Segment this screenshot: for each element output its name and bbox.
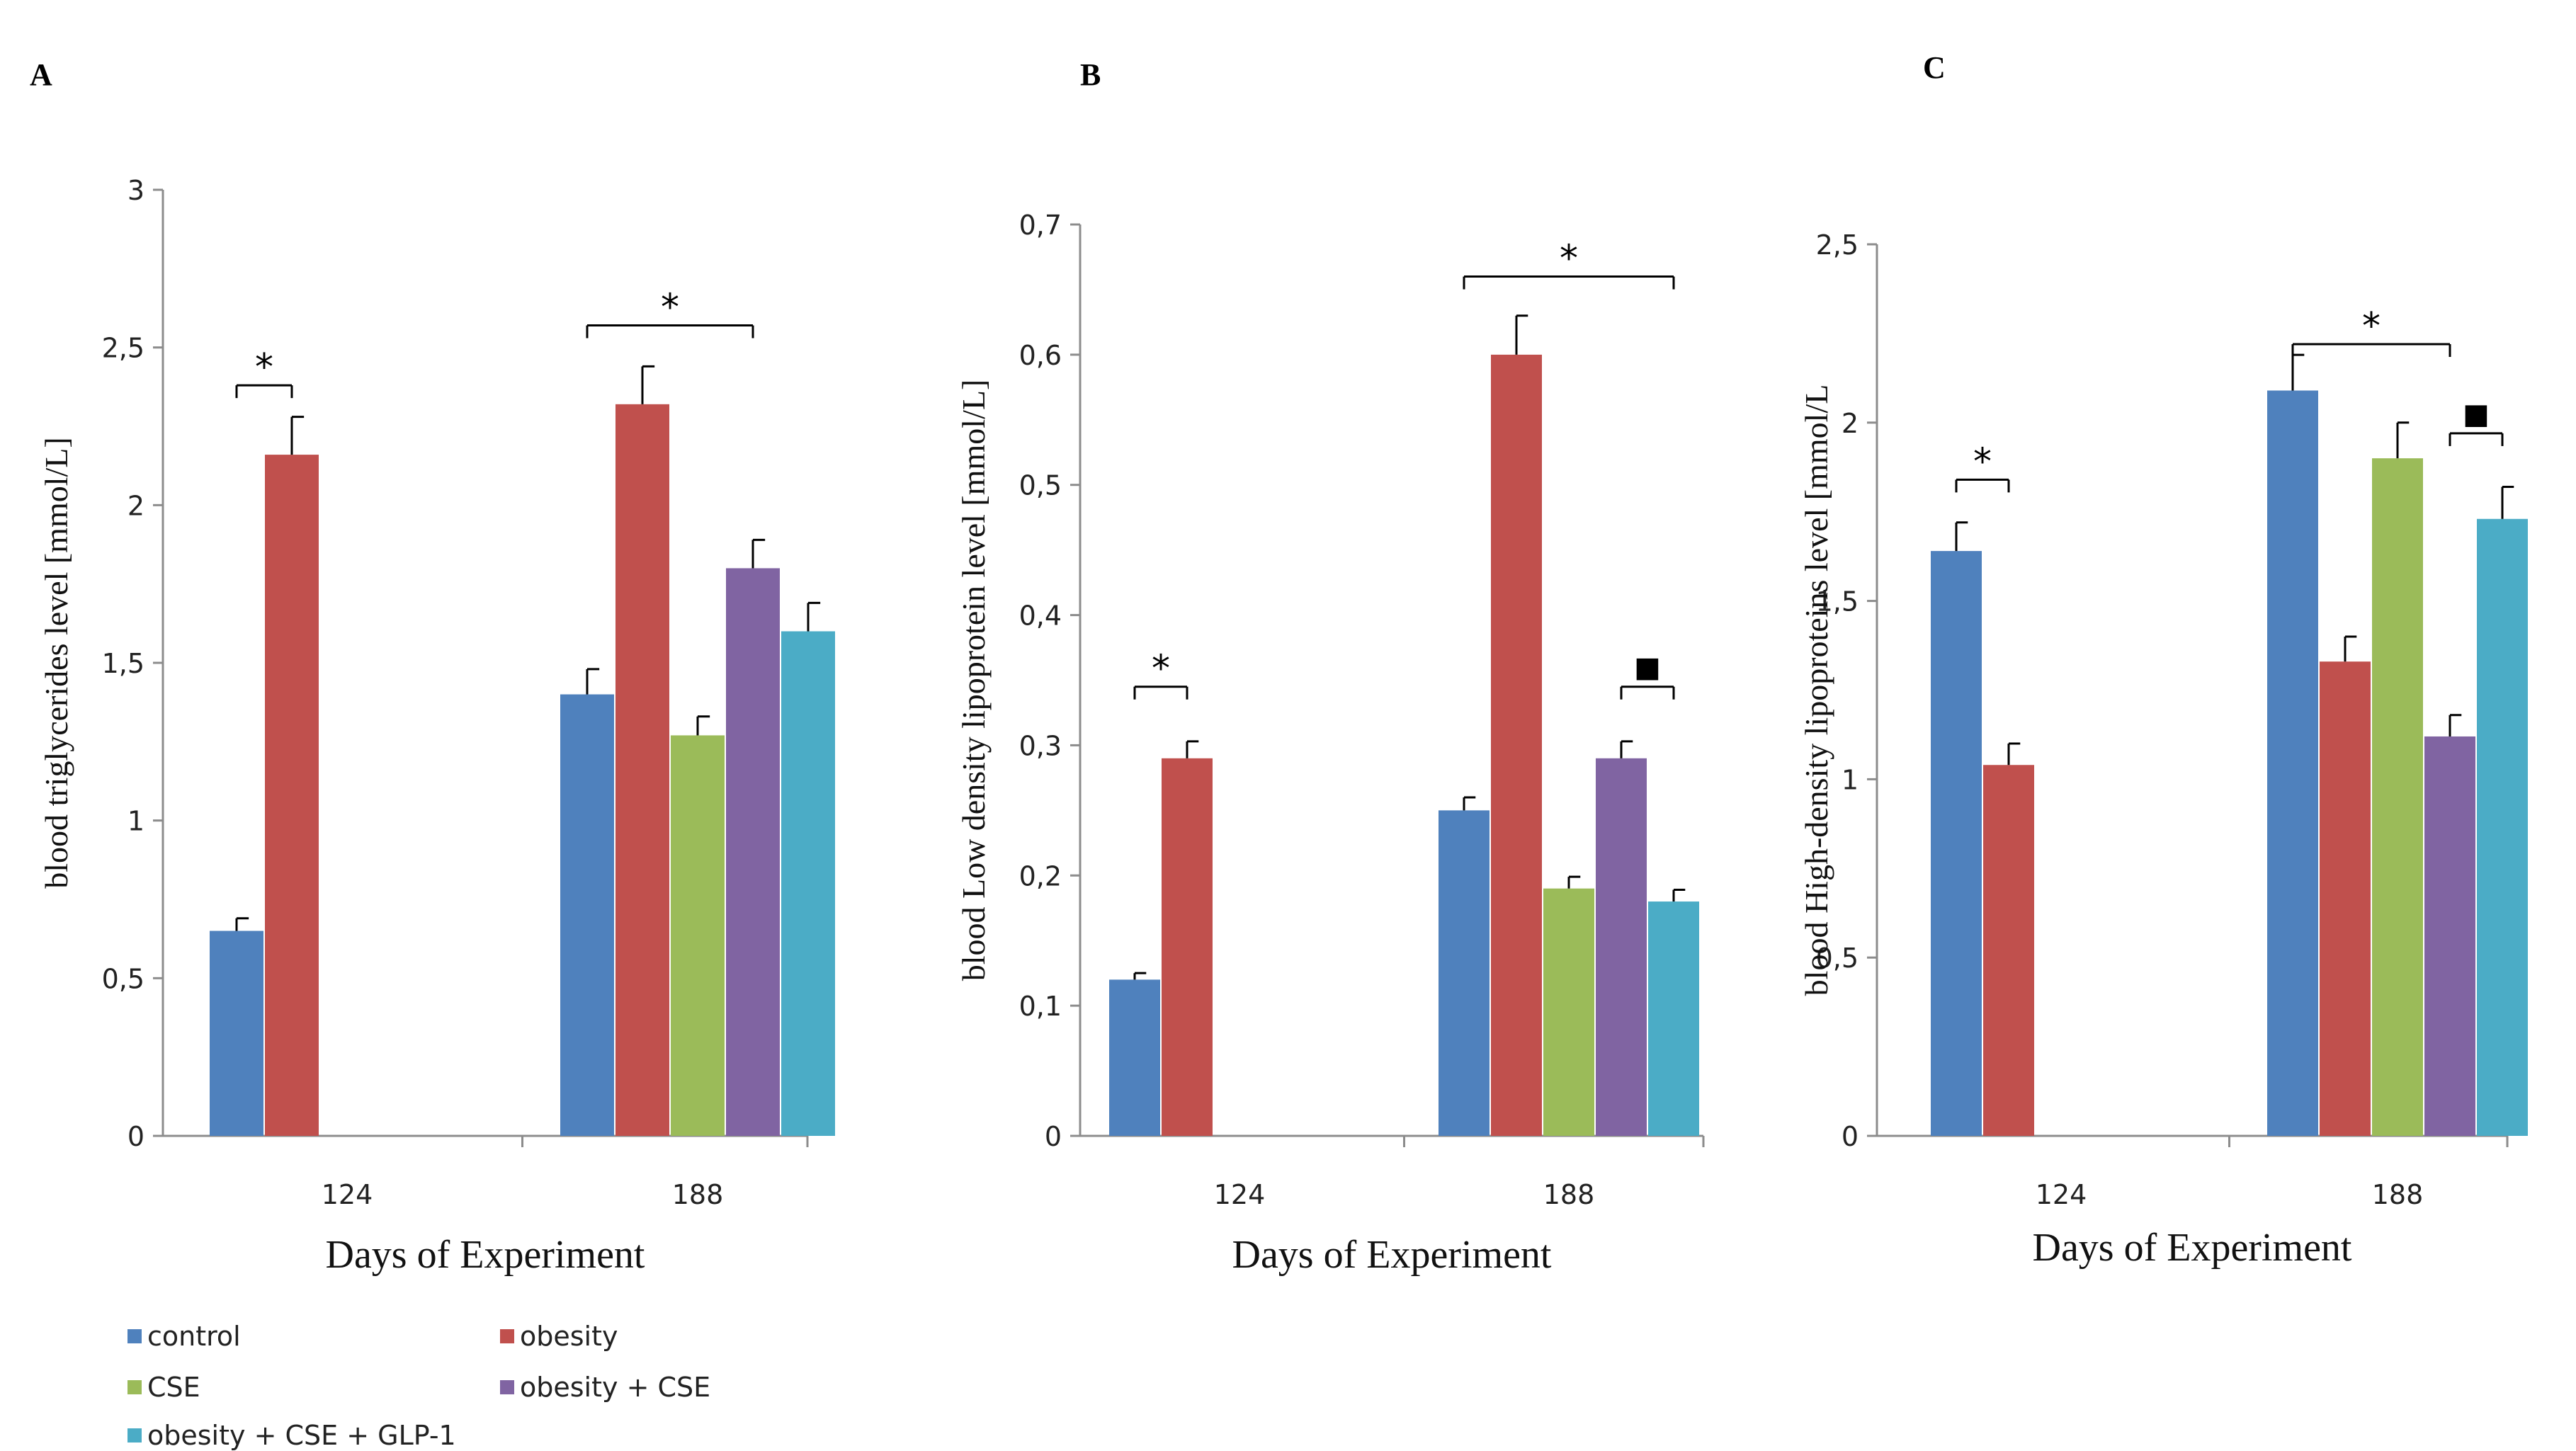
legend-item-cse: CSE: [127, 1372, 200, 1403]
bar-control: [1109, 979, 1160, 1136]
y-tick-label: 3: [127, 175, 144, 206]
bar-obesity-cse-glp-1: [2477, 518, 2528, 1136]
bar-obesity-cse-glp-1: [781, 631, 835, 1136]
chart-panel-c: C 0 0,5 1 1,5 2 2,5 124 188 Days of Experiment blo…: [1798, 50, 2528, 1270]
y-tick-label: 2,5: [1816, 229, 1859, 261]
y-tick-label: 2,5: [102, 333, 144, 364]
bar-control: [2267, 390, 2318, 1136]
x-tick-label: 188: [672, 1179, 724, 1210]
x-axis-title: Days of Experiment: [326, 1233, 645, 1277]
legend-label-obesity-cse-glp1: obesity + CSE + GLP-1: [147, 1420, 456, 1451]
bar-control: [210, 931, 263, 1136]
legend-swatch-obesity-cse: [500, 1380, 514, 1394]
bar-cse: [2372, 458, 2423, 1136]
panel-letter: C: [1923, 50, 1946, 85]
bar-cse: [1543, 888, 1594, 1136]
bar-obesity: [265, 455, 319, 1136]
bar-obesity-cse: [726, 568, 780, 1136]
y-tick-label: 0,1: [1019, 991, 1062, 1022]
legend-item-control: control: [127, 1321, 241, 1352]
bar-obesity: [615, 404, 669, 1136]
x-axis-title: Days of Experiment: [2033, 1226, 2352, 1270]
y-tick-label: 0: [1842, 1121, 1859, 1152]
bar-obesity: [2320, 661, 2371, 1136]
x-tick-label: 124: [322, 1179, 373, 1210]
y-tick-label: 2: [127, 490, 144, 521]
y-tick-label: 0,4: [1019, 601, 1062, 632]
legend-swatch-obesity: [500, 1329, 514, 1343]
significance-asterisk: *: [2362, 305, 2381, 348]
x-tick-label: 188: [1543, 1179, 1595, 1210]
legend-label-control: control: [147, 1321, 241, 1352]
significance-square: ■: [2463, 398, 2490, 431]
y-tick-label: 0,5: [102, 963, 144, 994]
legend-swatch-cse: [127, 1380, 142, 1394]
bar-obesity: [1983, 765, 2034, 1136]
y-axis-title: blood High-density lipoproteins level [m…: [1798, 385, 1834, 996]
y-axis-title: blood Low density lipoprotein level [mmo…: [955, 380, 992, 981]
bar-cse: [671, 735, 725, 1136]
legend-swatch-obesity-cse-glp1: [127, 1428, 142, 1443]
x-axis-title: Days of Experiment: [1232, 1233, 1552, 1277]
significance-asterisk: *: [255, 346, 273, 389]
y-tick-label: 1: [1842, 764, 1859, 795]
significance-square: ■: [1634, 651, 1661, 684]
x-tick-label: 124: [1214, 1179, 1266, 1210]
legend-item-obesity: obesity: [500, 1321, 618, 1352]
significance-asterisk: *: [1973, 440, 1992, 483]
significance-asterisk: *: [661, 286, 679, 329]
legend-swatch-control: [127, 1329, 142, 1343]
chart-panel-a: A 0 0,5 1 1,5 2 2,5 3 124 188 Days of Experiment bl…: [30, 57, 835, 1277]
panel-letter: B: [1080, 57, 1101, 92]
y-tick-label: 1,5: [102, 648, 144, 679]
y-tick-label: 2: [1842, 408, 1859, 439]
legend-label-obesity: obesity: [520, 1321, 618, 1352]
chart-canvas: A 0 0,5 1 1,5 2 2,5 3 124 188 Days of Experiment bl…: [30, 50, 2528, 1277]
y-tick-label: 0,5: [1816, 943, 1859, 974]
y-tick-label: 1,5: [1816, 586, 1859, 618]
y-tick-label: 0,6: [1019, 340, 1062, 371]
y-tick-label: 0: [127, 1121, 144, 1152]
bar-control: [560, 694, 614, 1136]
x-tick-label: 124: [2036, 1179, 2087, 1210]
legend-item-obesity-cse: obesity + CSE: [500, 1372, 710, 1403]
significance-asterisk: *: [1560, 238, 1578, 280]
bar-control: [1931, 551, 1982, 1136]
bar-obesity: [1162, 758, 1213, 1136]
x-tick-label: 188: [2372, 1179, 2424, 1210]
y-tick-label: 0,5: [1019, 470, 1062, 501]
significance-asterisk: *: [1152, 648, 1170, 690]
bar-obesity: [1491, 354, 1542, 1136]
legend-label-cse: CSE: [147, 1372, 200, 1403]
y-tick-label: 0: [1045, 1121, 1062, 1152]
y-tick-label: 0,2: [1019, 860, 1062, 892]
chart-panel-b: B 0 0,1 0,2 0,3 0,4 0,5 0,6 0,7 124 188 Days of Exp…: [955, 57, 1705, 1277]
bar-obesity-cse: [2424, 736, 2475, 1136]
y-tick-label: 1: [127, 806, 144, 837]
figure: A 0 0,5 1 1,5 2 2,5 3 124 188 Days of Experiment bl…: [30, 50, 2528, 1451]
bar-obesity-cse: [1596, 758, 1647, 1136]
legend-label-obesity-cse: obesity + CSE: [520, 1372, 711, 1403]
y-tick-label: 0,3: [1019, 730, 1062, 761]
bar-obesity-cse-glp-1: [1648, 901, 1699, 1136]
panel-letter: A: [30, 57, 52, 92]
y-axis-title: blood triglycerides level [mmol/L]: [38, 437, 74, 888]
y-tick-label: 0,7: [1019, 210, 1062, 241]
bar-control: [1439, 810, 1490, 1136]
legend-item-obesity-cse-glp1: obesity + CSE + GLP-1: [127, 1420, 456, 1451]
